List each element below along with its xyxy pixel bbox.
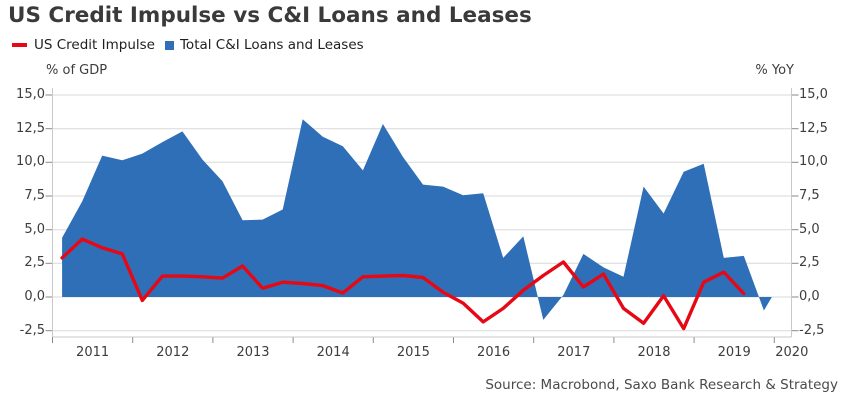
x-axis-tick-label: 2011 xyxy=(76,345,110,360)
left-y-axis-tick-label: 15,0 xyxy=(16,87,45,102)
source-attribution: Source: Macrobond, Saxo Bank Research & … xyxy=(485,377,838,393)
right-y-axis-tick-label: 5,0 xyxy=(799,221,820,237)
x-axis-tick-label: 2015 xyxy=(396,345,430,360)
left-y-axis-tick-label: 5,0 xyxy=(24,221,45,237)
legend-label-ci-loans: Total C&I Loans and Leases xyxy=(179,37,364,53)
right-y-axis-tick-label: 2,5 xyxy=(799,255,820,271)
legend-line-marker-icon xyxy=(12,43,27,47)
right-y-axis-tick-label: 10,0 xyxy=(799,154,828,170)
chart-legend: US Credit Impulse Total C&I Loans and Le… xyxy=(12,37,364,53)
left-axis-unit-label: % of GDP xyxy=(46,63,108,78)
area-series-ci-loans xyxy=(62,119,772,320)
legend-label-credit-impulse: US Credit Impulse xyxy=(34,37,155,53)
x-axis-tick-label: 2014 xyxy=(316,345,350,360)
line-series-credit-impulse xyxy=(60,237,746,331)
x-axis-tick-label: 2016 xyxy=(477,345,511,360)
left-y-axis-tick-label: 2,5 xyxy=(24,255,45,271)
plot-frame xyxy=(52,88,792,338)
left-y-axis-tick-label: 7,5 xyxy=(24,188,45,203)
left-y-axis-tick-label: 10,0 xyxy=(16,154,45,170)
axis-tick-marks xyxy=(45,94,799,343)
left-y-axis-tick-label: -2,5 xyxy=(19,322,45,338)
legend-square-marker-icon xyxy=(164,40,174,50)
x-axis-tick-label: 2013 xyxy=(236,345,270,360)
right-y-axis-tick-label: -2,5 xyxy=(799,322,825,338)
x-axis-tick-label: 2012 xyxy=(156,345,190,360)
x-axis-tick-label: 2017 xyxy=(557,345,591,360)
right-y-axis-tick-label: 7,5 xyxy=(799,188,820,203)
right-y-axis-tick-label: 15,0 xyxy=(799,87,828,102)
x-axis-tick-label: 2019 xyxy=(717,345,751,360)
x-axis-tick-label: 2020 xyxy=(775,345,809,360)
chart-title: US Credit Impulse vs C&I Loans and Lease… xyxy=(8,3,532,28)
right-axis-unit-label: % YoY xyxy=(755,63,794,78)
left-y-axis-tick-label: 12,5 xyxy=(16,120,45,136)
x-axis-tick-label: 2018 xyxy=(637,345,671,360)
right-y-axis-tick-label: 12,5 xyxy=(799,120,828,136)
left-y-axis-tick-label: 0,0 xyxy=(24,289,45,304)
right-y-axis-tick-label: 0,0 xyxy=(799,289,820,304)
